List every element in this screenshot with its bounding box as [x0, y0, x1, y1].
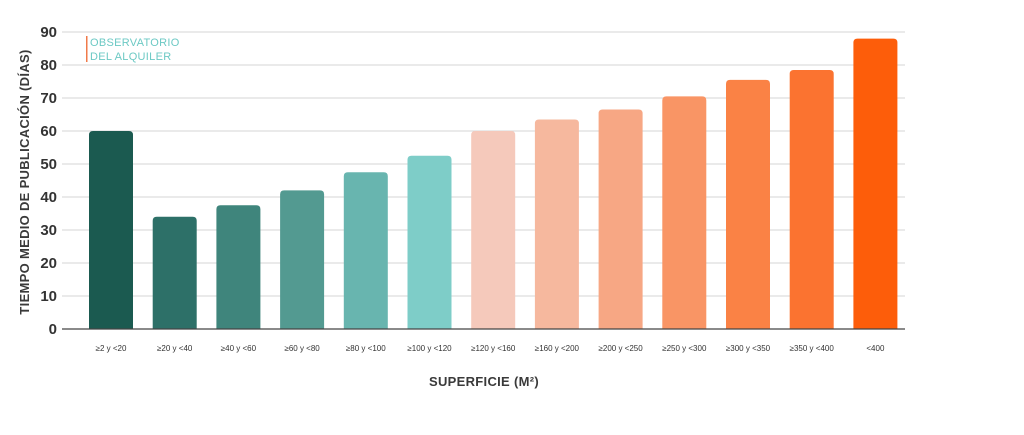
- y-tick-label: 0: [49, 321, 57, 338]
- x-tick-label: ≥100 y <120: [407, 344, 452, 353]
- y-tick-label: 60: [40, 123, 57, 140]
- logo-line-1: OBSERVATORIO: [90, 37, 180, 49]
- x-tick-label: ≥80 y <100: [346, 344, 386, 353]
- bar: [853, 38, 898, 329]
- x-tick-label: ≥350 y <400: [790, 344, 835, 353]
- bar: [534, 119, 579, 329]
- x-tick-label: ≥160 y <200: [535, 344, 580, 353]
- logo-line-2: DEL ALQUILER: [90, 51, 171, 63]
- x-tick-label: ≥120 y <160: [471, 344, 516, 353]
- bar: [89, 131, 133, 329]
- bar: [152, 216, 197, 329]
- bar: [598, 109, 643, 329]
- y-tick-label: 80: [40, 57, 57, 74]
- y-tick-label: 20: [40, 255, 57, 272]
- bar: [471, 131, 516, 329]
- y-tick-label: 30: [40, 222, 57, 239]
- y-tick-label: 50: [40, 156, 57, 173]
- x-tick-label: ≥300 y <350: [726, 344, 771, 353]
- y-tick-label: 70: [40, 90, 57, 107]
- y-axis-ticks: 0 10 20 30 40 50 60 70 80 90: [40, 24, 57, 338]
- bars: [89, 38, 898, 329]
- bar: [407, 155, 452, 329]
- bar: [662, 96, 707, 329]
- x-tick-label: ≥250 y <300: [662, 344, 707, 353]
- y-tick-label: 10: [40, 288, 57, 305]
- x-axis-title: SUPERFICIE (M²): [429, 374, 539, 389]
- bar: [726, 79, 770, 329]
- x-axis-ticks: ≥2 y <20 ≥20 y <40 ≥40 y <60 ≥60 y <80 ≥80 y…: [96, 344, 885, 353]
- logo-accent-bar: [86, 36, 88, 62]
- x-tick-label: ≥200 y <250: [598, 344, 643, 353]
- bar: [216, 205, 261, 329]
- y-axis-title: TIEMPO MEDIO DE PUBLICACIÓN (DÍAS): [17, 49, 32, 314]
- logo: OBSERVATORIO DEL ALQUILER: [86, 36, 180, 63]
- bar: [789, 69, 834, 329]
- x-tick-label: <400: [866, 344, 885, 353]
- x-tick-label: ≥2 y <20: [96, 344, 127, 353]
- x-tick-label: ≥20 y <40: [157, 344, 193, 353]
- x-tick-label: ≥60 y <80: [284, 344, 320, 353]
- y-tick-label: 90: [40, 24, 57, 41]
- bar: [280, 190, 325, 329]
- bar: [343, 172, 388, 329]
- x-tick-label: ≥40 y <60: [221, 344, 257, 353]
- y-tick-label: 40: [40, 189, 57, 206]
